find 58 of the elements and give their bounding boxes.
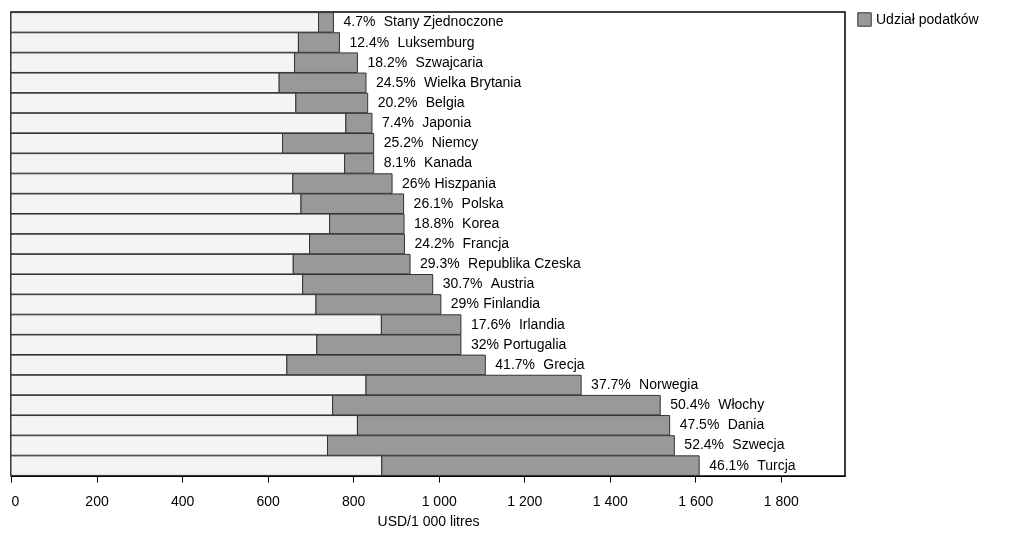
y-tick-label: Irlandia [518,315,566,332]
x-tick-label: 1 400 [592,492,628,509]
annotation: 8.1% [383,154,416,171]
annotation: 47.5% [679,416,720,433]
annotation: 30.7% [442,275,483,292]
annotation: 29.3% [420,255,460,272]
y-tick-label: Dania [727,416,765,433]
y-tick-label: Francja [462,235,510,251]
x-tick-label: 1 000 [421,492,457,509]
y-tick-label: Polska [461,194,504,211]
y-tick-label: Wielka Brytania [423,73,522,90]
annotation: 41.7% [495,355,536,372]
annotation: 29% [450,295,479,312]
annotation: 18.2% [367,53,408,70]
annotation: 12.4% [349,33,390,50]
annotation: 46.1% [709,456,749,473]
y-tick-label: Finlandia [483,295,541,312]
y-tick-label: Niemcy [431,134,479,151]
y-tick-label: Japonia [422,114,472,131]
x-tick-label: 1 200 [507,492,543,509]
y-tick-label: Szwajcaria [415,53,484,70]
x-tick-label: 1 600 [678,492,714,509]
x-tick-label: 1 800 [763,492,800,509]
annotation: 52.4% [684,436,725,453]
y-tick-label: Austria [490,275,535,292]
y-tick-label: Grecja [543,355,585,372]
annotation: 24.5% [375,73,416,90]
annotation: 32% [470,335,499,352]
legend-label: Udział podatków [876,10,980,27]
y-tick-label: Norwegia [639,376,699,393]
x-tick-label: 800 [341,492,366,509]
annotation: 24.2% [414,235,455,251]
y-tick-label: Belgia [425,93,465,110]
annotation: 4.7% [343,13,376,30]
x-tick-label: 0 [11,492,20,509]
annotation: 26.1% [413,194,454,211]
annotation: 18.8% [414,214,454,231]
y-tick-label: Szwecja [732,436,785,453]
x-tick-label: 400 [170,492,195,509]
y-tick-label: Stany Zjednoczone [383,13,504,30]
y-tick-label: Luksemburg [397,33,475,50]
annotation: 7.4% [381,114,414,131]
x-tick-label: 600 [256,492,281,509]
annotation: 20.2% [377,93,418,110]
y-tick-label: Republika Czeska [468,255,582,272]
annotation: 50.4% [670,396,710,413]
y-tick-label: Korea [462,214,500,231]
y-tick-label: Turcja [757,456,796,473]
y-tick-label: Kanada [423,154,473,171]
annotation: 25.2% [383,134,424,151]
annotation: 26% [402,174,431,191]
x-tick-label: 200 [85,492,109,509]
y-tick-label: Hiszpania [434,174,497,191]
annotation: 37.7% [591,376,631,393]
y-tick-label: Włochy [718,396,765,413]
y-tick-label: Portugalia [503,335,567,352]
annotation: 17.6% [470,315,511,332]
x-axis-title: USD/1 000 litres [377,512,480,529]
